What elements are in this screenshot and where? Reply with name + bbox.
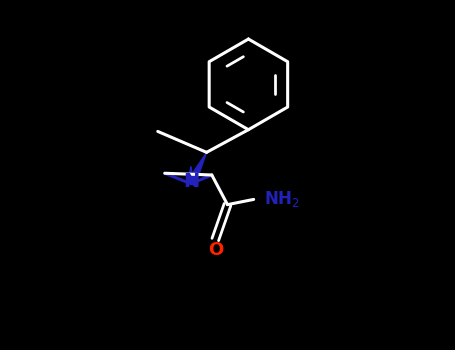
Polygon shape [189, 166, 193, 178]
Text: NH$_2$: NH$_2$ [264, 189, 300, 209]
Text: O: O [207, 241, 223, 259]
Polygon shape [187, 152, 207, 186]
Text: N: N [183, 173, 200, 191]
